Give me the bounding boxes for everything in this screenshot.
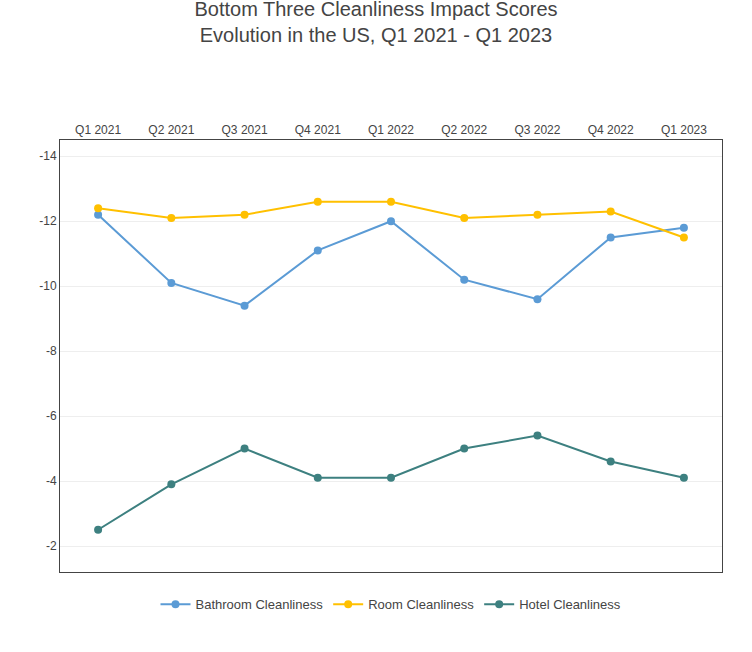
svg-text:-6: -6 — [46, 409, 57, 423]
svg-text:Room Cleanliness: Room Cleanliness — [368, 597, 474, 612]
svg-text:Bottom Three Cleanliness Impac: Bottom Three Cleanliness Impact ScoresEv… — [194, 0, 557, 46]
svg-text:-2: -2 — [46, 539, 57, 553]
svg-text:Q1 2021: Q1 2021 — [75, 123, 121, 137]
svg-text:-14: -14 — [39, 149, 57, 163]
svg-text:Q4 2021: Q4 2021 — [295, 123, 341, 137]
svg-text:Q3 2022: Q3 2022 — [514, 123, 560, 137]
svg-text:-8: -8 — [46, 344, 57, 358]
svg-text:Q3 2021: Q3 2021 — [222, 123, 268, 137]
svg-text:Q2 2021: Q2 2021 — [148, 123, 194, 137]
svg-text:Bathroom Cleanliness: Bathroom Cleanliness — [196, 597, 324, 612]
svg-text:Q2 2022: Q2 2022 — [441, 123, 487, 137]
svg-text:Hotel Cleanliness: Hotel Cleanliness — [519, 597, 621, 612]
svg-text:-10: -10 — [39, 279, 57, 293]
svg-text:-4: -4 — [46, 474, 57, 488]
svg-text:Q4 2022: Q4 2022 — [588, 123, 634, 137]
svg-text:-12: -12 — [39, 214, 57, 228]
svg-text:Q1 2022: Q1 2022 — [368, 123, 414, 137]
svg-text:Q1 2023: Q1 2023 — [661, 123, 707, 137]
